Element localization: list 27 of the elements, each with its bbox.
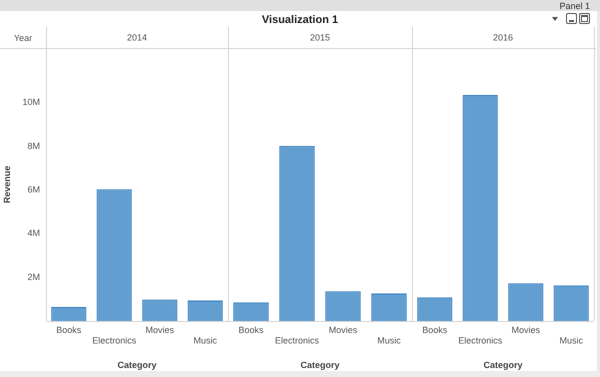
x-tick-label: Books xyxy=(56,324,82,335)
chart-title: 2016 xyxy=(492,32,514,42)
x-tick-label: Books xyxy=(422,324,448,335)
y-tick-label: 2M xyxy=(27,272,40,282)
x-tick-label: Electronics xyxy=(92,336,137,346)
x-tick-label: Books xyxy=(238,324,264,335)
x-tick-label: Music xyxy=(377,336,402,346)
text: Year xyxy=(12,33,34,43)
x-axis-title: Category xyxy=(483,360,523,370)
x-axis-title: Category xyxy=(300,360,340,370)
x-tick-label: Electronics xyxy=(458,336,503,346)
y-tick-label: 10M xyxy=(22,97,40,108)
x-tick-label: Movies xyxy=(145,324,174,335)
x-tick-label: Electronics xyxy=(274,336,320,346)
chart-title: 2015 xyxy=(310,32,330,42)
y-tick-label: 6M xyxy=(27,184,40,194)
chart-title: 2014 xyxy=(126,32,148,42)
text: Visualization 1 xyxy=(260,14,340,26)
x-axis-title: Category xyxy=(117,360,157,370)
x-tick-label: Music xyxy=(193,336,218,346)
x-tick-label: Movies xyxy=(511,324,540,335)
text: Panel 1 xyxy=(559,1,590,11)
y-tick-label: 4M xyxy=(27,228,40,238)
x-tick-label: Movies xyxy=(328,324,358,335)
y-tick-label: 8M xyxy=(27,140,40,151)
y-axis-title: Revenue xyxy=(2,166,12,204)
x-tick-label: Music xyxy=(559,336,584,346)
